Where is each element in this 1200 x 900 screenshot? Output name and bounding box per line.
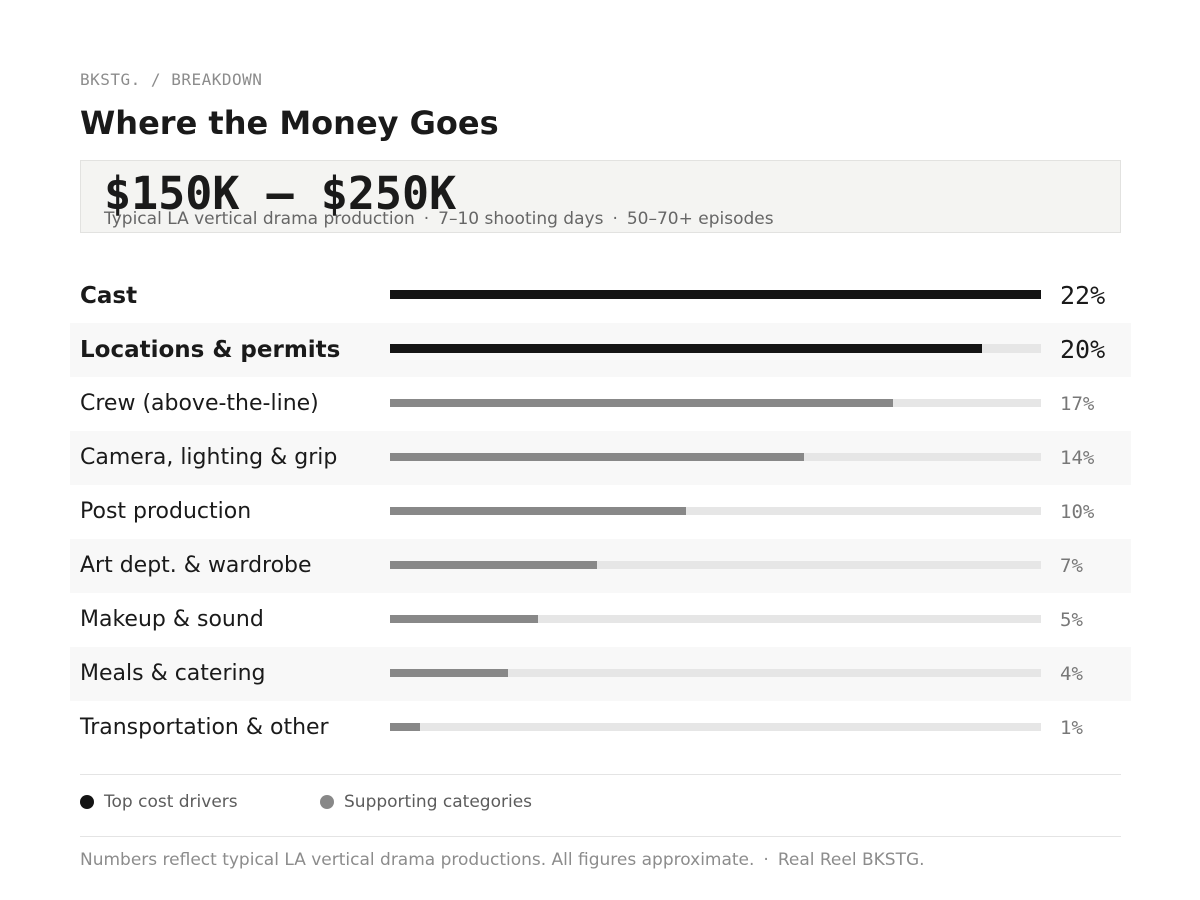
category-label: Crew (above-the-line) (80, 391, 319, 416)
detail-production-type: Typical LA vertical drama production (104, 209, 415, 229)
detail-separator: · (423, 209, 430, 229)
category-label: Locations & permits (80, 337, 341, 363)
category-label: Cast (80, 283, 138, 309)
footnote-separator: · (763, 850, 769, 870)
bar-track (390, 344, 1041, 353)
legend-divider (80, 774, 1121, 775)
category-label: Transportation & other (80, 715, 329, 740)
bar (390, 290, 1041, 299)
bar (390, 669, 509, 677)
value-label: 4% (1060, 663, 1083, 685)
chart-row: Meals & catering 4% (70, 647, 1131, 701)
bar (390, 507, 686, 515)
bar (390, 561, 598, 569)
chart-row: Makeup & sound 5% (70, 593, 1131, 647)
value-label: 20% (1060, 335, 1106, 364)
bar-track (390, 723, 1041, 731)
bar-track (390, 669, 1041, 677)
budget-range-details: Typical LA vertical drama production · 7–1… (104, 209, 774, 229)
detail-episodes: 50–70+ episodes (626, 209, 774, 229)
breadcrumb: BKSTG. / BREAKDOWN (80, 70, 263, 89)
bar-track (390, 453, 1041, 461)
category-label: Meals & catering (80, 661, 266, 686)
bar-track (390, 507, 1041, 515)
value-label: 5% (1060, 609, 1083, 631)
bar-track (390, 561, 1041, 569)
legend-item-top: Top cost drivers (80, 791, 238, 813)
category-label: Makeup & sound (80, 607, 264, 632)
chart-row: Cast 22% (70, 269, 1131, 323)
legend-label-support: Supporting categories (344, 792, 533, 812)
footnote: Numbers reflect typical LA vertical dram… (80, 850, 925, 870)
budget-range-card: $150K – $250K Typical LA vertical drama … (80, 160, 1121, 233)
chart-row: Crew (above-the-line) 17% (70, 377, 1131, 431)
bar-track (390, 615, 1041, 623)
page-title: Where the Money Goes (80, 104, 499, 142)
value-label: 7% (1060, 555, 1083, 577)
bar (390, 344, 982, 353)
detail-shooting-days: 7–10 shooting days (438, 209, 604, 229)
legend-label-top: Top cost drivers (104, 792, 238, 812)
chart-row: Transportation & other 1% (70, 701, 1131, 755)
bar (390, 723, 420, 731)
legend-swatch-top (80, 795, 94, 809)
value-label: 1% (1060, 717, 1083, 739)
chart-row: Art dept. & wardrobe 7% (70, 539, 1131, 593)
footnote-text: Numbers reflect typical LA vertical dram… (80, 850, 755, 870)
detail-separator: · (612, 209, 618, 229)
value-label: 14% (1060, 447, 1095, 469)
bar-track (390, 399, 1041, 407)
legend-swatch-support (320, 795, 334, 809)
footnote-credit: Real Reel BKSTG. (777, 850, 925, 870)
category-label: Post production (80, 499, 252, 524)
footer-divider (80, 836, 1121, 837)
chart-row: Camera, lighting & grip 14% (70, 431, 1131, 485)
value-label: 22% (1060, 281, 1106, 310)
bar (390, 453, 805, 461)
bar-track (390, 290, 1041, 299)
budget-range-amount: $150K – $250K (104, 167, 457, 220)
category-label: Art dept. & wardrobe (80, 553, 312, 578)
category-label: Camera, lighting & grip (80, 445, 338, 470)
bar (390, 399, 894, 407)
cost-breakdown-chart: Cast 22% Locations & permits 20% Crew (above… (70, 269, 1131, 755)
chart-row: Post production 10% (70, 485, 1131, 539)
value-label: 17% (1060, 393, 1095, 415)
bar (390, 615, 538, 623)
legend-item-support: Supporting categories (320, 791, 532, 813)
chart-row: Locations & permits 20% (70, 323, 1131, 377)
value-label: 10% (1060, 501, 1095, 523)
